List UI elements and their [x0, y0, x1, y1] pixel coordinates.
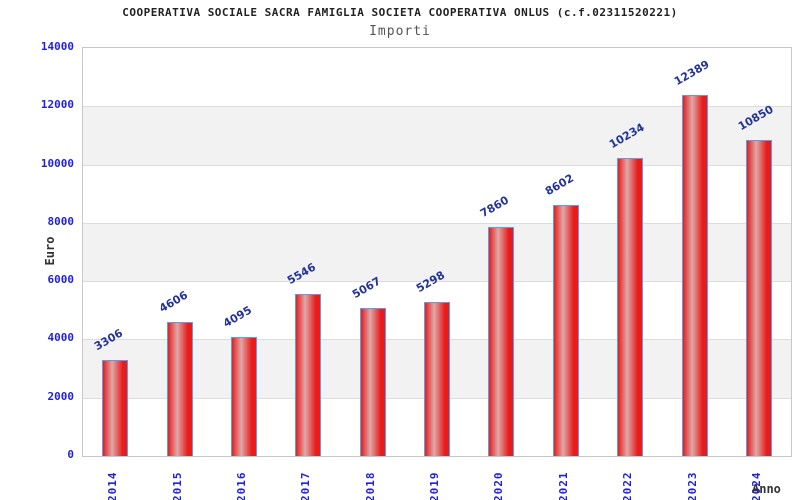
gridline [83, 281, 791, 282]
y-tick-label: 8000 [47, 215, 75, 228]
x-axis-title: Anno [752, 482, 781, 496]
bar-2015 [166, 321, 193, 456]
bar-2017 [295, 294, 322, 456]
gridline [83, 165, 791, 166]
x-tick-label-2022: 2022 [621, 471, 635, 500]
gridline [83, 223, 791, 224]
bar-2019 [424, 301, 450, 456]
y-tick-label: 10000 [40, 157, 74, 170]
y-axis-title: Euro [43, 236, 57, 266]
x-tick-label-2018: 2018 [363, 471, 377, 500]
bar-2023 [681, 94, 708, 456]
chart-subtitle: Importi [369, 24, 431, 39]
y-tick-label: 6000 [47, 273, 75, 286]
bar-2016 [230, 336, 257, 456]
y-tick-label: 4000 [47, 331, 75, 344]
x-tick-label-2017: 2017 [299, 471, 313, 500]
bar-2021 [552, 205, 579, 456]
x-tick-label-2019: 2019 [428, 471, 441, 500]
y-tick-label: 14000 [40, 40, 74, 53]
y-tick-label: 2000 [47, 390, 75, 403]
background-band [83, 222, 791, 282]
bar-2022 [617, 157, 644, 456]
chart-title: COOPERATIVA SOCIALE SACRA FAMIGLIA SOCIE… [122, 6, 678, 19]
x-tick-label-2021: 2021 [556, 471, 570, 500]
bar-2014 [102, 359, 129, 456]
x-tick-label-2014: 2014 [106, 471, 120, 500]
background-band [83, 106, 791, 165]
y-tick-label: 0 [67, 448, 74, 461]
bar-2018 [359, 308, 386, 456]
x-tick-label-2015: 2015 [170, 471, 184, 500]
y-tick-label: 12000 [40, 98, 74, 111]
x-tick-label-2020: 2020 [492, 471, 506, 500]
x-tick-label-2016: 2016 [234, 471, 248, 500]
plot-area [82, 47, 792, 457]
bar-2020 [488, 226, 515, 456]
bar-2024 [745, 139, 772, 456]
gridline [83, 106, 791, 107]
x-tick-label-2023: 2023 [685, 471, 699, 500]
